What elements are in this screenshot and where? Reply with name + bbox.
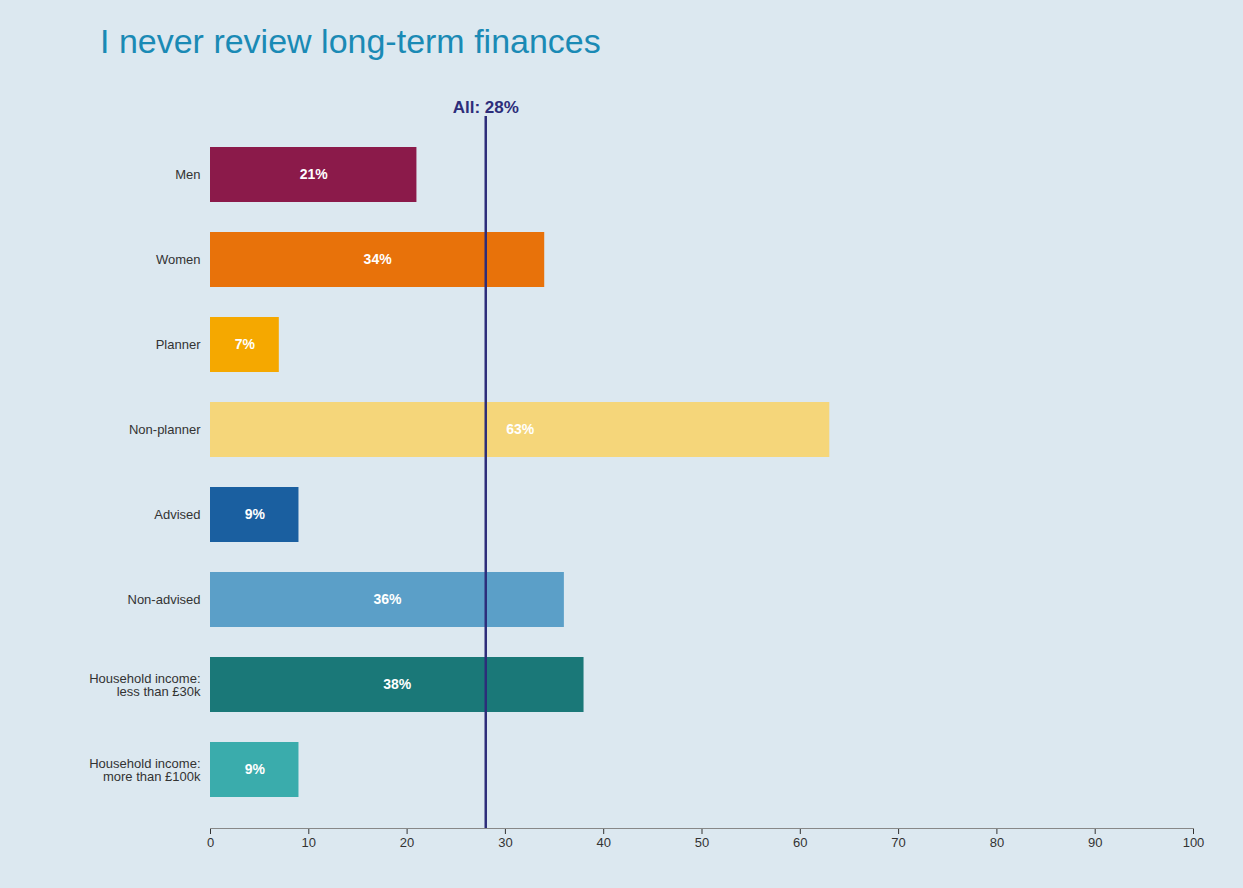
svg-text:70: 70 [891,835,905,850]
svg-text:9%: 9% [245,506,266,522]
svg-text:21%: 21% [300,166,329,182]
svg-text:Men: Men [175,167,200,182]
svg-text:63%: 63% [506,421,535,437]
svg-text:36%: 36% [373,591,402,607]
svg-text:Advised: Advised [154,507,200,522]
svg-text:Women: Women [156,252,201,267]
svg-text:Planner: Planner [156,337,201,352]
svg-text:7%: 7% [235,336,256,352]
svg-text:30: 30 [498,835,512,850]
html-text:I never review long-term finan: I never review long-term finances [100,22,601,60]
svg-text:All: 28%: All: 28% [453,98,519,117]
svg-text:Non-planner: Non-planner [129,422,201,437]
svg-text:34%: 34% [364,251,393,267]
svg-text:60: 60 [793,835,807,850]
svg-text:10: 10 [302,835,316,850]
svg-text:38%: 38% [383,676,412,692]
svg-text:Non-advised: Non-advised [128,592,201,607]
svg-text:100: 100 [1183,835,1205,850]
svg-text:40: 40 [596,835,610,850]
svg-text:9%: 9% [245,761,266,777]
svg-text:80: 80 [990,835,1004,850]
svg-text:50: 50 [695,835,709,850]
svg-text:Household income:more than £10: Household income:more than £100k [89,756,201,784]
svg-text:90: 90 [1088,835,1102,850]
svg-text:Household income:less than £30: Household income:less than £30k [89,671,201,699]
svg-text:0: 0 [207,835,214,850]
svg-text:20: 20 [400,835,414,850]
